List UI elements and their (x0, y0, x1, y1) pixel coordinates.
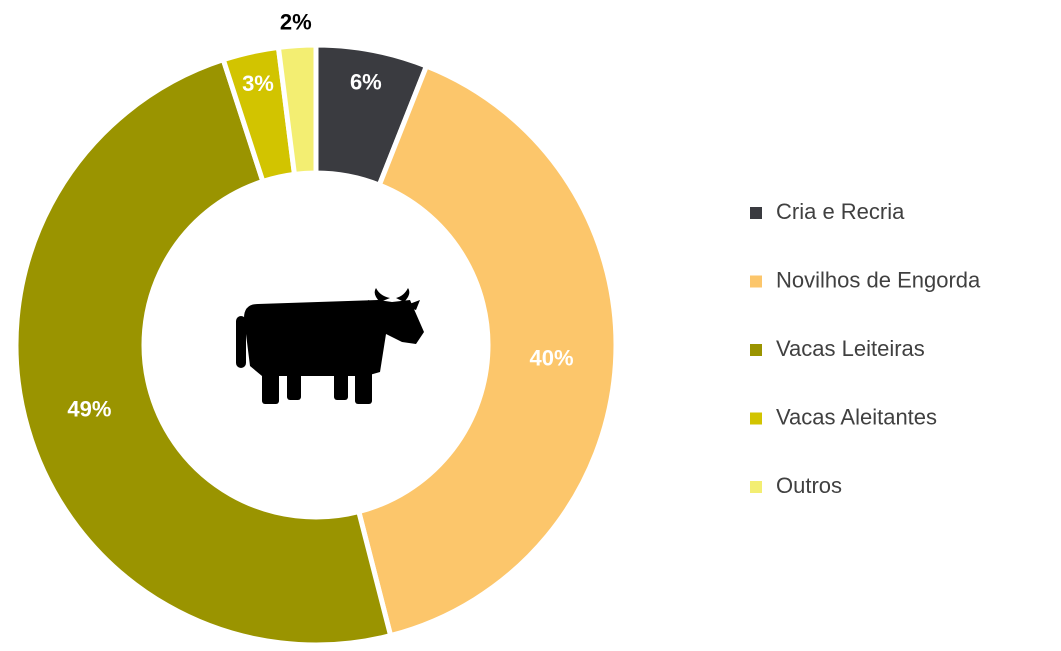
data-label: 6% (350, 70, 382, 95)
legend-marker (750, 207, 762, 219)
donut-slice (355, 62, 619, 639)
legend-marker (750, 412, 762, 425)
legend-marker (750, 275, 762, 288)
data-label: 40% (530, 346, 574, 371)
legend-label: Outros (776, 473, 842, 498)
legend-marker (750, 481, 762, 493)
data-label: 2% (280, 9, 312, 34)
data-label: 49% (67, 397, 111, 422)
legend-label: Novilhos de Engorda (776, 267, 981, 292)
data-label: 3% (242, 71, 274, 96)
donut-slice (13, 56, 394, 648)
cow-icon (236, 288, 424, 404)
legend-marker (750, 344, 762, 356)
legend-label: Cria e Recria (776, 199, 905, 224)
donut-slice (275, 42, 319, 178)
legend-label: Vacas Aleitantes (776, 404, 937, 429)
legend-label: Vacas Leiteiras (776, 336, 925, 361)
